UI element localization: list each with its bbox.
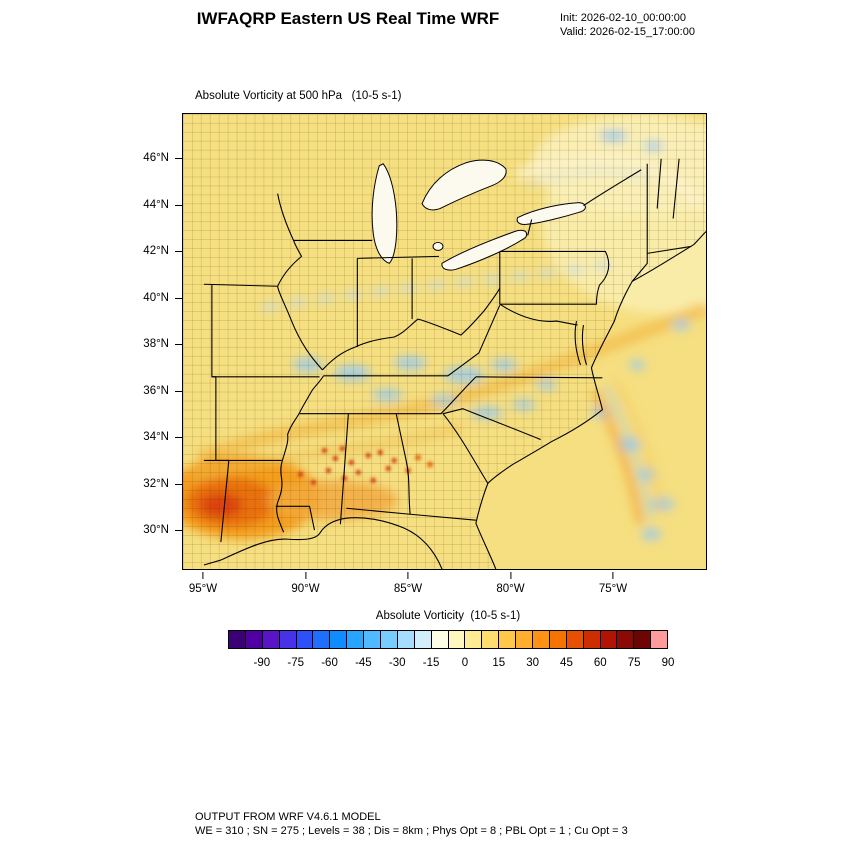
lake-michigan [371,163,398,264]
colorbar-segment [347,631,365,648]
colorbar-tick-label: 30 [526,657,540,669]
colorbar-segment [516,631,534,648]
lat-tick-mark [175,390,182,392]
lat-tick-mark [175,344,182,346]
valid-time: Valid: 2026-02-15_17:00:00 [560,26,695,38]
colorbar-segment [262,631,280,648]
colorbar-ticks: -90 -75 -60 -45 -30 -15 0 15 30 45 60 75 90 [228,657,675,673]
colorbar-tick-label: 15 [492,657,506,669]
lat-tick-label: 40°N [143,291,169,304]
colorbar-segment [414,631,432,648]
colorbar-tick-label: 0 [461,657,469,669]
colorbar-segment [431,631,449,648]
lake-ontario [516,202,586,226]
lat-tick-mark [175,437,182,439]
footer-model-line: OUTPUT FROM WRF V4.6.1 MODEL [195,811,381,823]
lon-tick-mark [407,572,409,579]
lake-st-clair [432,241,444,251]
colorbar-label: Absolute Vorticity (10-5 s-1) [375,610,521,622]
lon-tick-label: 90°W [291,583,320,595]
colorbar-tick-label: -60 [321,657,338,669]
lon-tick-label: 80°W [496,583,525,595]
colorbar-segment [296,631,314,648]
colorbar-segment [482,631,500,648]
colorbar-tick-label: 45 [560,657,573,669]
colorbar-segment [381,631,398,648]
colorbar-segment [397,631,415,648]
lat-tick-label: 36°N [143,384,169,397]
lat-tick-mark [175,483,182,485]
lat-tick-label: 32°N [143,477,169,490]
lat-tick-mark [175,297,182,299]
lat-tick-label: 44°N [143,198,169,211]
run-times: Init: 2026-02-10_00:00:00 Valid: 2026-02… [560,11,695,39]
colorbar [228,630,668,649]
lat-tick-label: 46°N [143,152,169,164]
colorbar-segment [566,631,584,648]
lat-tick-mark [175,251,182,253]
colorbar-tick-label: 75 [627,657,641,669]
footer-config-line: WE = 310 ; SN = 275 ; Levels = 38 ; Dis … [195,825,628,837]
plot-title: Absolute Vorticity at 500 hPa (10-5 s-1) [195,90,402,102]
lat-tick-mark [175,204,182,206]
colorbar-segment [245,631,263,648]
colorbar-segment [617,631,635,648]
lon-tick-mark [612,572,614,579]
colorbar-segment [533,631,550,648]
lat-tick-label: 38°N [143,338,169,350]
colorbar-segment [364,631,382,648]
colorbar-segment [583,631,601,648]
lon-axis: 95°W 90°W 85°W 80°W 75°W [182,572,707,602]
colorbar-tick-label: -15 [422,657,440,669]
colorbar-segment [600,631,618,648]
lat-tick-mark [175,530,182,532]
great-lakes [371,159,586,271]
lake-erie [441,229,527,271]
colorbar-segment [448,631,466,648]
footer: OUTPUT FROM WRF V4.6.1 MODEL WE = 310 ; … [195,810,628,838]
lon-tick-mark [509,572,512,579]
lon-tick-label: 95°W [188,583,218,595]
colorbar-segment [499,631,517,648]
map-canvas [183,114,706,569]
colorbar-segment [279,631,297,648]
colorbar-segment [313,631,331,648]
lat-tick-mark [175,158,182,160]
colorbar-tick-label: -75 [287,657,304,669]
lat-tick-label: 42°N [143,245,169,257]
init-time: Init: 2026-02-10_00:00:00 [560,12,686,24]
lon-tick-label: 85°W [393,583,423,595]
atlantic-coastline [475,231,706,569]
lat-tick-label: 30°N [143,524,169,536]
lon-tick-label: 75°W [598,583,628,595]
colorbar-segment [465,631,483,648]
map-plot [182,113,707,570]
colorbar-tick-label: 90 [661,657,675,669]
colorbar-tick-label: -45 [355,657,372,669]
lat-tick-label: 34°N [143,431,169,443]
colorbar-segment [229,631,246,648]
page-title: IWFAQRP Eastern US Real Time WRF [196,9,500,28]
lon-tick-mark [202,572,204,579]
state-borders [203,158,706,569]
colorbar-tick-label: -90 [253,657,271,669]
colorbar-segment [651,631,668,648]
colorbar-segment [549,631,567,648]
lat-axis: 46°N 44°N 42°N 40°N 38°N 36°N 34°N 32°N 30°N [118,113,182,570]
gulf-coastline [203,517,443,569]
colorbar-segment [634,631,652,648]
lon-tick-mark [304,572,307,579]
colorbar-segment [330,631,348,648]
colorbar-tick-label: 60 [593,657,607,669]
lake-huron [421,159,507,211]
colorbar-tick-label: -30 [388,657,406,669]
